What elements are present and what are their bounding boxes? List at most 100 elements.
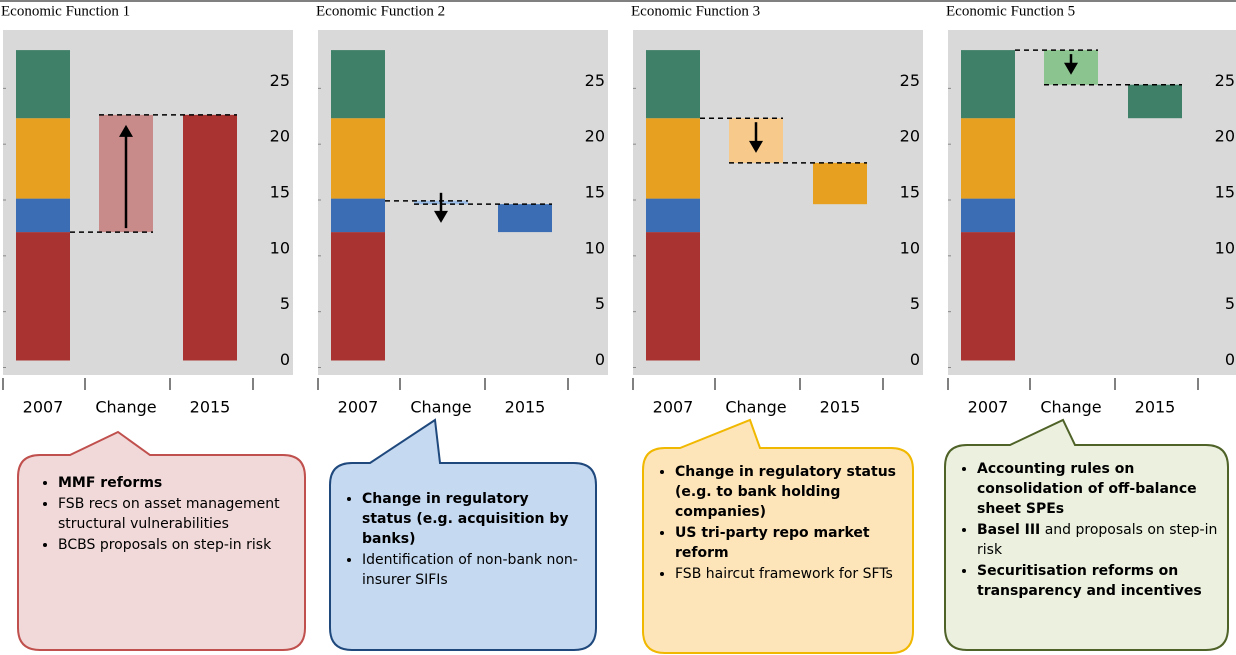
y-tick-label: 0 xyxy=(1225,350,1235,369)
x-tick-label: Change xyxy=(1040,398,1101,417)
x-tick-label: 2015 xyxy=(820,398,861,417)
y-tick-label: 0 xyxy=(280,350,290,369)
stack-segment xyxy=(646,198,700,233)
callout-item: FSB haircut framework for SFTs xyxy=(675,564,897,584)
change-arrow-head xyxy=(1064,62,1078,75)
callout-text: Accounting rules on consolidation of off… xyxy=(959,459,1224,602)
y-tick-label: 25 xyxy=(585,71,605,90)
y-tick-label: 10 xyxy=(585,238,605,257)
stack-segment xyxy=(331,232,385,361)
y-tick-label: 10 xyxy=(900,238,920,257)
callout-run: Identification of non-bank non-insurer S… xyxy=(362,552,578,588)
change-arrow-head xyxy=(749,140,763,153)
callout-run: Change in regulatory status (e.g. to ban… xyxy=(675,464,896,520)
x-tick-label: 2007 xyxy=(338,398,379,417)
callout-box xyxy=(944,418,1229,651)
y-tick-label: 0 xyxy=(595,350,605,369)
callout-item: Change in regulatory status (e.g. to ban… xyxy=(675,462,897,522)
y-tick-label: 5 xyxy=(1225,294,1235,313)
y-tick-label: 5 xyxy=(910,294,920,313)
callout-run: BCBS proposals on step-in risk xyxy=(58,537,272,553)
callout-item: Basel III and proposals on step-in risk xyxy=(977,520,1224,560)
change-arrow-head xyxy=(434,210,448,223)
callout-item: Securitisation reforms on transparency a… xyxy=(977,561,1224,601)
x-tick-label: 2007 xyxy=(23,398,64,417)
y-tick-label: 10 xyxy=(1215,238,1235,257)
callout-item: FSB recs on asset management structural … xyxy=(58,494,290,534)
callout-run: Securitisation reforms on transparency a… xyxy=(977,563,1202,599)
callout-item: Change in regulatory status (e.g. acquis… xyxy=(362,489,579,549)
y-tick-label: 20 xyxy=(270,127,290,146)
callout-item: US tri-party repo market reform xyxy=(675,523,897,563)
stack-segment xyxy=(646,118,700,199)
callout-item: Identification of non-bank non-insurer S… xyxy=(362,550,579,590)
callout-text: MMF reforms FSB recs on asset management … xyxy=(40,473,290,556)
y-tick-label: 25 xyxy=(1215,71,1235,90)
y-tick-label: 15 xyxy=(1215,183,1235,202)
stack-segment xyxy=(16,232,70,361)
stack-segment xyxy=(961,198,1015,233)
callout-run: Basel III xyxy=(977,522,1041,538)
stack-segment xyxy=(331,50,385,119)
x-tick-label: 2015 xyxy=(1135,398,1176,417)
panel-title: Economic Function 3 xyxy=(631,3,760,19)
x-tick-label: Change xyxy=(410,398,471,417)
y-tick-label: 10 xyxy=(270,238,290,257)
x-tick-label: 2007 xyxy=(968,398,1009,417)
panel-title: Economic Function 2 xyxy=(316,3,445,19)
result-bar xyxy=(498,204,552,233)
panel-title: Economic Function 5 xyxy=(946,3,1075,19)
y-tick-label: 20 xyxy=(900,127,920,146)
callout-box xyxy=(642,418,914,654)
callout-run: US tri-party repo market reform xyxy=(675,525,870,561)
stack-segment xyxy=(331,118,385,199)
y-tick-label: 5 xyxy=(595,294,605,313)
callout-run: FSB haircut framework for SFTs xyxy=(675,566,893,582)
callout-box xyxy=(329,418,597,651)
callout-run: and proposals on step-in risk xyxy=(977,522,1218,558)
result-bar xyxy=(1128,84,1182,119)
result-bar xyxy=(813,162,867,205)
stack-segment xyxy=(16,118,70,199)
x-tick-label: 2007 xyxy=(653,398,694,417)
callout-run: Change in regulatory status (e.g. acquis… xyxy=(362,491,569,547)
y-tick-label: 5 xyxy=(280,294,290,313)
callout-run: MMF reforms xyxy=(58,475,163,491)
callout-box xyxy=(17,430,306,651)
callout-text: Change in regulatory status (e.g. acquis… xyxy=(344,489,579,591)
stack-segment xyxy=(16,198,70,233)
stack-segment xyxy=(646,232,700,361)
result-bar xyxy=(183,114,237,361)
y-tick-label: 15 xyxy=(585,183,605,202)
x-tick-label: Change xyxy=(725,398,786,417)
y-tick-label: 20 xyxy=(585,127,605,146)
stack-segment xyxy=(961,118,1015,199)
callout-run: FSB recs on asset management structural … xyxy=(58,496,280,532)
stack-segment xyxy=(961,50,1015,119)
change-arrow-head xyxy=(119,124,133,137)
y-tick-label: 15 xyxy=(270,183,290,202)
callout-text: Change in regulatory status (e.g. to ban… xyxy=(657,462,897,585)
y-tick-label: 20 xyxy=(1215,127,1235,146)
stack-segment xyxy=(961,232,1015,361)
callout-list: MMF reforms FSB recs on asset management … xyxy=(40,473,290,555)
x-tick-label: 2015 xyxy=(190,398,231,417)
y-tick-label: 0 xyxy=(910,350,920,369)
callout-item: Accounting rules on consolidation of off… xyxy=(977,459,1224,519)
callout-item: BCBS proposals on step-in risk xyxy=(58,535,290,555)
stack-segment xyxy=(646,50,700,119)
y-tick-label: 25 xyxy=(900,71,920,90)
x-tick-label: Change xyxy=(95,398,156,417)
callout-item: MMF reforms xyxy=(58,473,290,493)
stack-segment xyxy=(331,198,385,233)
callout-run: Accounting rules on consolidation of off… xyxy=(977,461,1197,517)
x-tick-label: 2015 xyxy=(505,398,546,417)
callout-list: Change in regulatory status (e.g. acquis… xyxy=(344,489,579,590)
callout-list: Change in regulatory status (e.g. to ban… xyxy=(657,462,897,584)
y-tick-label: 25 xyxy=(270,71,290,90)
y-tick-label: 15 xyxy=(900,183,920,202)
stack-segment xyxy=(16,50,70,119)
panel-title: Economic Function 1 xyxy=(1,3,130,19)
